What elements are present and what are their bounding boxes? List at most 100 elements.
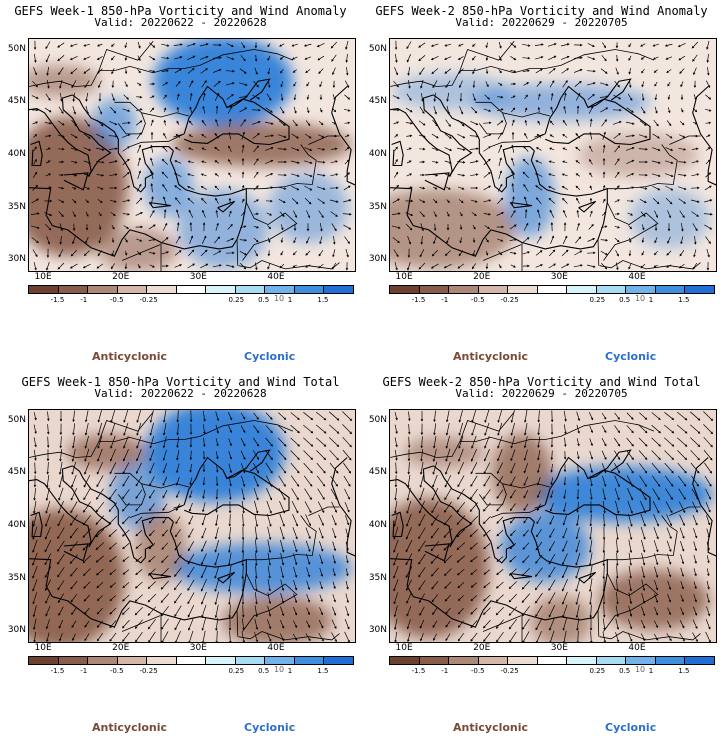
wind-arrow [83,250,90,257]
wind-arrow [188,80,194,88]
wind-arrow [225,82,235,86]
wind-arrow [317,147,326,151]
wind-arrow [628,68,631,75]
wind-arrow [483,108,492,112]
wind-arrow [433,236,437,245]
colorbar-tick-label: -0.5 [470,296,485,304]
wind-arrow [563,105,567,114]
wind-arrow [522,43,531,47]
wind-arrow [601,262,608,270]
wind-arrow [162,196,167,206]
wind-arrow [498,157,502,167]
wind-arrow [692,147,699,151]
lat-label: 40N [7,149,26,159]
wind-arrow [332,581,336,590]
wind-arrow [214,160,220,164]
wind-arrow [202,222,206,232]
wind-arrow [33,424,37,435]
wind-arrow [419,160,426,164]
wind-arrow [445,620,451,628]
wind-arrow [254,592,258,605]
wind-arrow [615,249,619,257]
wind-arrow [253,225,260,229]
country-border [622,631,701,641]
wind-arrow [549,134,554,138]
wind-arrow [444,594,452,602]
country-border [129,133,185,147]
wind-arrow [664,437,675,447]
wind-arrow [293,606,298,616]
wind-arrow [265,412,273,420]
wind-arrow [431,567,439,577]
wind-arrow [653,250,658,256]
wind-arrow [70,514,78,526]
lat-label: 35N [368,201,387,212]
wind-arrow [319,594,323,603]
wind-arrow [174,160,182,164]
wind-arrow [628,592,633,605]
wind-arrow [265,199,273,203]
wind-arrow [277,173,287,177]
wind-arrow [589,185,593,191]
lon-label: 40E [628,643,646,653]
wind-arrow [535,529,542,538]
wind-arrow [345,593,349,604]
wind-arrow [280,250,284,256]
wind-arrow [58,106,64,114]
wind-arrow [665,56,673,60]
wind-arrow [83,56,91,60]
wind-arrow [667,567,672,578]
wind-arrow [575,604,580,619]
wind-arrow [290,475,300,487]
wind-arrow [522,529,529,537]
wind-arrow [508,593,518,603]
wind-arrow [625,146,635,151]
wind-arrow [161,618,169,630]
wind-arrow [291,185,300,191]
wind-arrow [420,411,424,422]
wind-arrow [200,186,207,190]
wind-arrow [227,412,233,421]
wind-arrow [122,529,130,537]
wind-arrow [305,527,311,540]
colorbar-swatch [567,286,597,293]
wind-arrow [306,553,311,565]
wind-arrow [229,631,232,642]
vorticity-field [29,39,352,271]
wind-arrow [303,437,314,447]
wind-arrow [188,502,193,512]
wind-arrow [150,196,154,206]
wind-arrow [653,69,658,73]
wind-arrow [483,213,491,216]
wind-arrow [651,462,661,474]
wind-arrow [96,461,104,475]
map-canvas [29,39,355,271]
wind-arrow [267,592,272,605]
wind-arrow [406,54,412,63]
wind-arrow [121,607,130,615]
wind-arrow [293,210,298,218]
wind-arrow [483,199,492,203]
wind-arrow [214,236,221,244]
wind-arrow [57,120,65,126]
wind-arrow [418,514,426,527]
wind-arrow [497,95,504,99]
wind-arrow [72,423,76,436]
vorticity-map [389,38,717,272]
wind-arrow [305,514,312,527]
lon-label: 20E [473,272,491,282]
wind-arrow [96,568,104,576]
wind-arrow [651,412,661,420]
wind-arrow [290,450,300,461]
wind-arrow [444,133,452,139]
wind-arrow [149,42,156,48]
wind-arrow [187,579,195,591]
country-border [597,610,600,637]
wind-arrow [640,43,646,47]
wind-arrow [689,424,701,434]
wind-arrow [305,120,311,127]
wind-arrow [149,252,156,255]
wind-arrow [667,223,671,232]
wind-arrow [44,122,52,125]
wind-arrow [316,186,326,191]
